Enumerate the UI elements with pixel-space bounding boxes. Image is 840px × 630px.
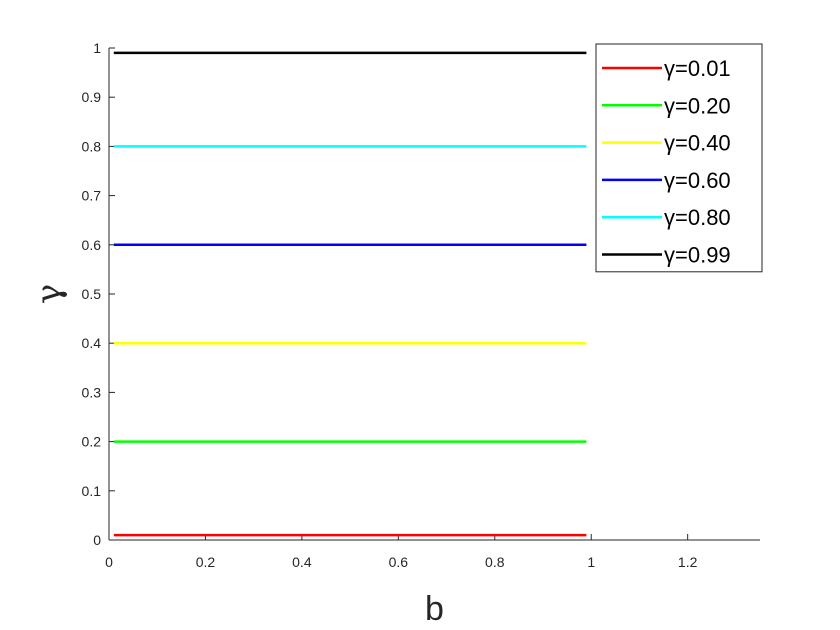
x-tick-label: 0 <box>105 554 113 570</box>
x-tick-label: 0.8 <box>485 554 505 570</box>
y-tick-label: 0 <box>93 532 101 548</box>
series-layer <box>113 51 587 537</box>
y-axis-label: γ <box>29 284 69 304</box>
x-axis-label: b <box>425 590 444 628</box>
x-tick-label: 1 <box>587 554 595 570</box>
axes: 0 0.2 0.4 0.6 0.8 1 1.2 0 0.1 0.2 0.3 0.4 0.5 0.6 0.7 0… <box>82 40 760 570</box>
y-tick-label: 0.2 <box>82 434 102 450</box>
legend-entry-label: γ=0.20 <box>664 93 731 118</box>
y-tick-label: 0.8 <box>82 138 102 154</box>
y-tick-label: 0.5 <box>82 286 102 302</box>
x-tick-label: 0.6 <box>389 554 409 570</box>
y-tick-label: 0.7 <box>82 188 102 204</box>
y-tick-label: 0.4 <box>82 335 102 351</box>
legend: γ=0.01 γ=0.20 γ=0.40 γ=0.60 γ=0.80 γ=0.99 <box>595 43 763 273</box>
legend-box <box>595 43 763 273</box>
legend-entry-label: γ=0.60 <box>664 168 731 193</box>
y-tick-label: 0.6 <box>82 237 102 253</box>
y-tick-label: 1 <box>93 40 101 56</box>
y-tick-label: 0.9 <box>82 89 102 105</box>
x-tick-label: 0.2 <box>196 554 216 570</box>
legend-entry-label: γ=0.40 <box>664 131 731 156</box>
y-tick-label: 0.3 <box>82 384 102 400</box>
x-tick-label: 0.4 <box>292 554 312 570</box>
x-tick-label: 1.2 <box>678 554 698 570</box>
legend-entry-label: γ=0.01 <box>664 56 731 81</box>
legend-entry-label: γ=0.80 <box>664 205 731 230</box>
y-tick-label: 0.1 <box>82 483 102 499</box>
legend-entry-label: γ=0.99 <box>664 243 731 268</box>
